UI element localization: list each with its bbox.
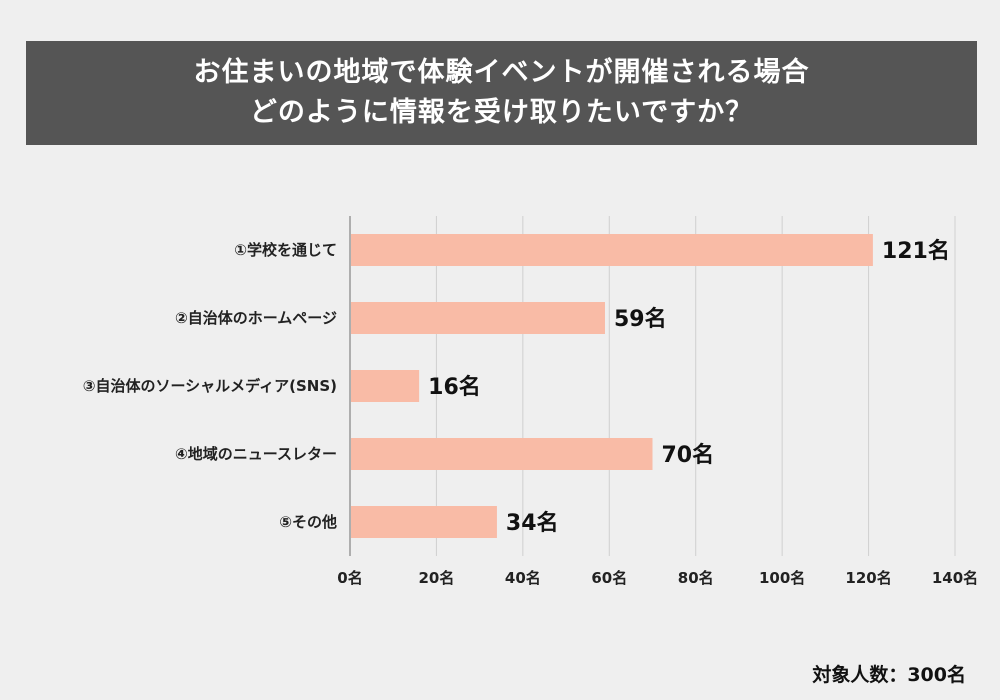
- x-tick-label: 140名: [932, 569, 978, 587]
- category-label: ①学校を通じて: [234, 241, 337, 259]
- category-label: ②自治体のホームページ: [175, 309, 337, 327]
- bar: [351, 506, 497, 538]
- x-tick-label: 0名: [337, 569, 362, 587]
- x-tick-label: 40名: [505, 569, 541, 587]
- chart-title-banner: お住まいの地域で体験イベントが開催される場合 どのように情報を受け取りたいですか…: [26, 41, 977, 145]
- bar: [351, 438, 653, 470]
- x-tick-label: 100名: [759, 569, 805, 587]
- x-tick-label: 120名: [845, 569, 891, 587]
- x-tick-label: 20名: [418, 569, 454, 587]
- x-tick-label: 80名: [678, 569, 714, 587]
- chart-title-line-1: お住まいの地域で体験イベントが開催される場合: [193, 57, 810, 88]
- bar: [351, 234, 873, 266]
- category-label: ③自治体のソーシャルメディア(SNS): [83, 377, 337, 395]
- category-label: ④地域のニュースレター: [175, 445, 337, 463]
- data-label: 34名: [506, 510, 559, 536]
- data-label: 59名: [614, 306, 667, 332]
- chart-title-line-2: どのように情報を受け取りたいですか？: [249, 97, 754, 128]
- bar: [351, 370, 420, 402]
- x-tick-label: 60名: [591, 569, 627, 587]
- data-label: 121名: [882, 238, 950, 264]
- sample-size-note: 対象人数：300名: [812, 664, 966, 686]
- category-label: ⑤その他: [279, 513, 337, 531]
- bar: [351, 302, 605, 334]
- data-label: 70名: [662, 442, 715, 468]
- data-label: 16名: [428, 374, 481, 400]
